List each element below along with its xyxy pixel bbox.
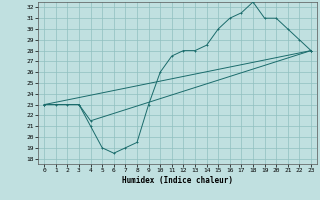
- X-axis label: Humidex (Indice chaleur): Humidex (Indice chaleur): [122, 176, 233, 185]
